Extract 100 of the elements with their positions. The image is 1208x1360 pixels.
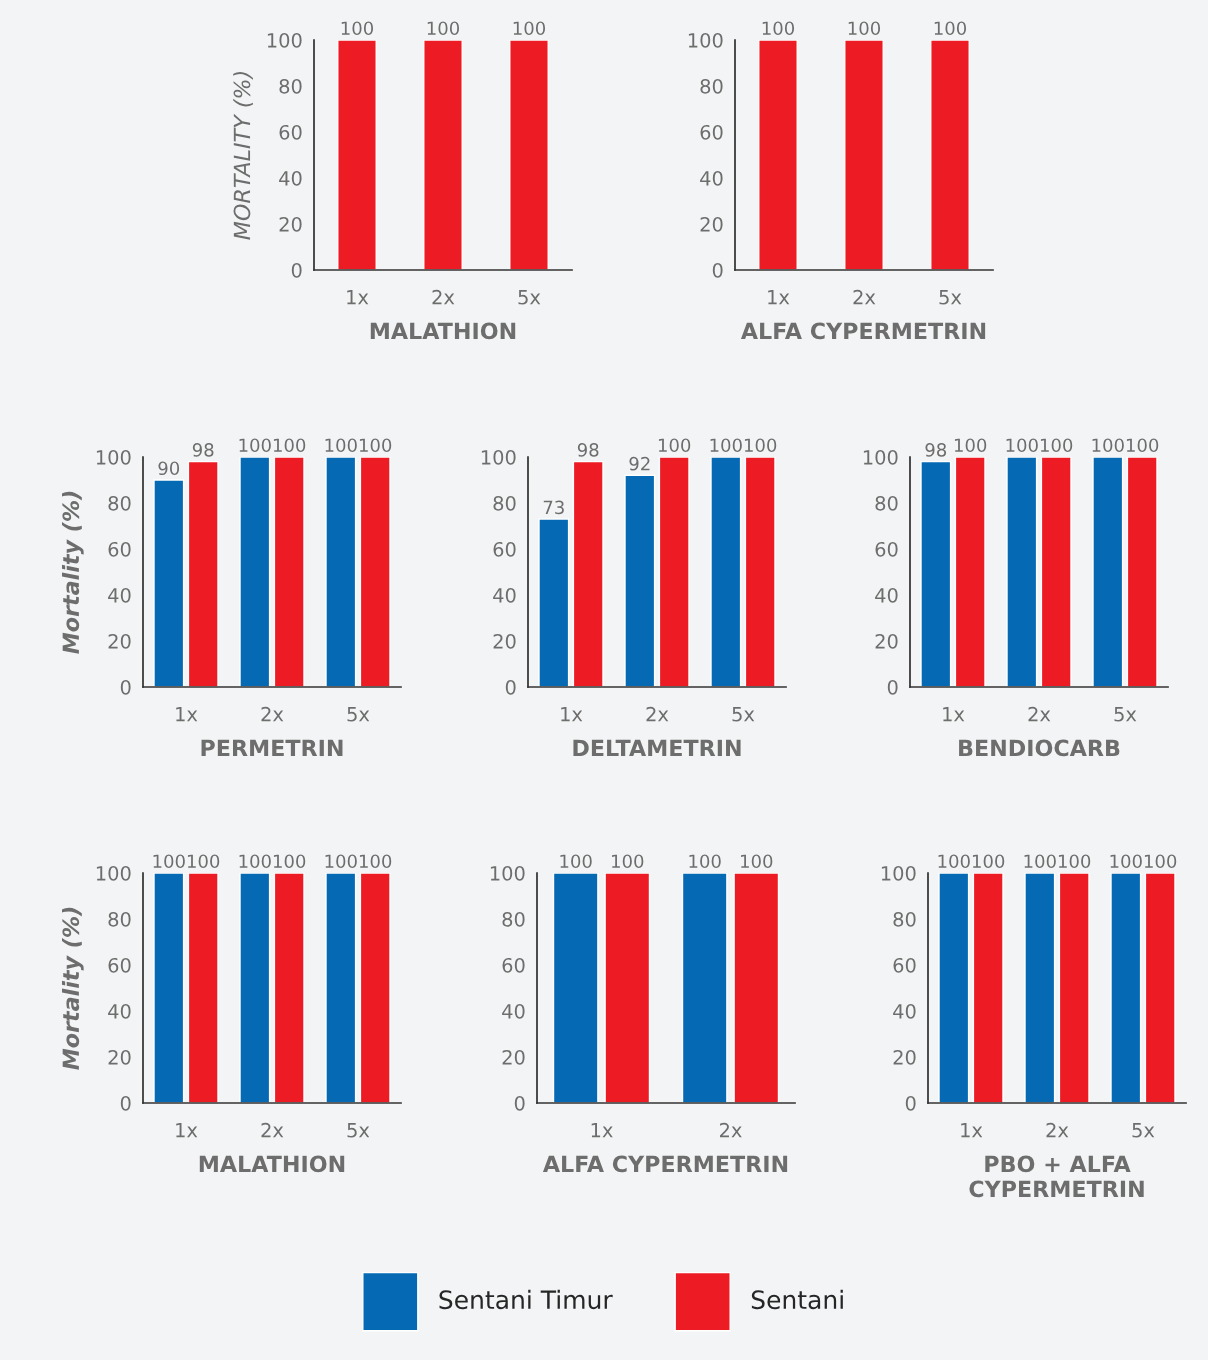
y-tick-label: 80	[279, 78, 302, 94]
data-label: 100	[341, 21, 374, 36]
data-label: 100	[239, 438, 271, 453]
y-tick-label: 20	[502, 1049, 525, 1065]
y-tick-label: 0	[291, 262, 302, 278]
y-tick-label: 60	[875, 541, 898, 557]
y-tick-label: 60	[108, 541, 131, 557]
legend-label: Sentani	[751, 1289, 843, 1310]
data-label: 100	[560, 854, 592, 869]
x-tick-label: 5x	[518, 290, 541, 305]
x-tick-label: 2x	[432, 289, 455, 305]
data-label: 100	[239, 854, 271, 869]
data-label: 100	[1040, 438, 1073, 453]
y-tick-label: 20	[875, 633, 898, 649]
x-tick-label: 5x	[732, 707, 755, 722]
bar	[658, 457, 690, 687]
y-tick-label: 80	[875, 495, 898, 511]
data-label: 100	[612, 854, 644, 869]
x-axis-title: MALATHION	[370, 322, 516, 340]
y-tick-label: 80	[502, 911, 525, 927]
data-label: 100	[1006, 438, 1038, 453]
data-label: 100	[744, 438, 777, 453]
data-label: 100	[658, 438, 691, 453]
x-axis-title: ALFA CYPERMETRIN	[542, 1155, 788, 1173]
data-label: 90	[158, 461, 180, 476]
x-tick-label: 2x	[1028, 706, 1051, 722]
y-tick-label: 100	[863, 449, 898, 465]
x-tick-label: 5x	[1114, 707, 1137, 722]
y-tick-label: 60	[700, 124, 723, 140]
x-tick-label: 1x	[961, 1123, 983, 1138]
y-tick-label: 20	[493, 633, 516, 649]
data-label: 100	[972, 854, 1005, 869]
x-tick-label: 1x	[591, 1123, 613, 1138]
x-tick-label: 5x	[1132, 1123, 1155, 1138]
y-tick-label: 40	[279, 170, 302, 186]
data-label: 100	[153, 854, 185, 869]
data-label: 100	[359, 438, 392, 453]
x-tick-label: 2x	[261, 706, 284, 722]
data-label: 100	[762, 21, 795, 36]
x-tick-label: 2x	[853, 289, 876, 305]
y-tick-label: 100	[267, 32, 302, 48]
y-tick-label: 100	[96, 449, 131, 465]
x-tick-label: 2x	[1046, 1122, 1069, 1138]
y-tick-label: 0	[120, 1095, 131, 1111]
data-label: 100	[325, 854, 357, 869]
y-tick-label: 20	[108, 1049, 131, 1065]
data-label: 100	[954, 438, 987, 453]
x-tick-label: 1x	[347, 290, 369, 305]
y-tick-label: 60	[108, 957, 131, 973]
y-tick-label: 80	[108, 911, 131, 927]
x-tick-label: 2x	[261, 1122, 284, 1138]
y-axis-title: Mortality (%)	[61, 907, 84, 1070]
y-tick-label: 20	[893, 1049, 916, 1065]
x-tick-label: 5x	[939, 290, 962, 305]
x-tick-label: 1x	[561, 707, 583, 722]
y-tick-label: 20	[279, 216, 302, 232]
x-axis-title: DELTAMETRIN	[573, 739, 741, 757]
x-tick-label: 2x	[719, 1122, 742, 1138]
y-tick-label: 0	[905, 1095, 916, 1111]
data-label: 100	[1144, 854, 1177, 869]
x-tick-label: 1x	[943, 707, 965, 722]
y-tick-label: 0	[712, 262, 723, 278]
x-tick-label: 1x	[176, 707, 198, 722]
y-tick-label: 80	[700, 78, 723, 94]
y-tick-label: 60	[502, 957, 525, 973]
bar	[572, 460, 604, 687]
data-label: 100	[1024, 854, 1056, 869]
x-axis-title: PBO + ALFA CYPERMETRIN	[969, 1155, 1144, 1198]
data-label: 73	[543, 500, 564, 515]
y-tick-label: 60	[493, 541, 516, 557]
y-tick-label: 0	[505, 679, 516, 695]
data-label: 100	[934, 21, 967, 36]
data-label: 98	[577, 443, 599, 457]
y-tick-label: 40	[108, 587, 131, 603]
y-tick-label: 20	[108, 633, 131, 649]
x-axis-title: MALATHION	[199, 1155, 345, 1173]
y-tick-label: 40	[493, 587, 516, 603]
y-tick-label: 60	[893, 957, 916, 973]
data-label: 100	[1058, 854, 1091, 869]
bar	[744, 457, 776, 687]
x-axis-title: PERMETRIN	[201, 739, 343, 757]
y-tick-label: 20	[700, 216, 723, 232]
bar	[538, 518, 570, 687]
y-tick-label: 40	[700, 170, 723, 186]
data-label: 100	[187, 854, 220, 869]
y-axis-title: Mortality (%)	[61, 491, 84, 654]
legend-label: Sentani Timur	[439, 1289, 613, 1310]
bar	[624, 474, 656, 687]
y-tick-label: 100	[490, 865, 525, 881]
x-tick-label: 5x	[347, 1123, 370, 1138]
data-label: 100	[427, 21, 460, 36]
data-label: 100	[710, 438, 742, 453]
x-tick-label: 1x	[176, 1123, 198, 1138]
y-tick-label: 100	[96, 865, 131, 881]
data-label: 100	[938, 854, 970, 869]
data-label: 100	[1110, 854, 1142, 869]
bar	[710, 457, 742, 687]
x-tick-label: 2x	[646, 706, 669, 722]
y-tick-label: 80	[893, 911, 916, 927]
x-tick-label: 1x	[768, 290, 790, 305]
